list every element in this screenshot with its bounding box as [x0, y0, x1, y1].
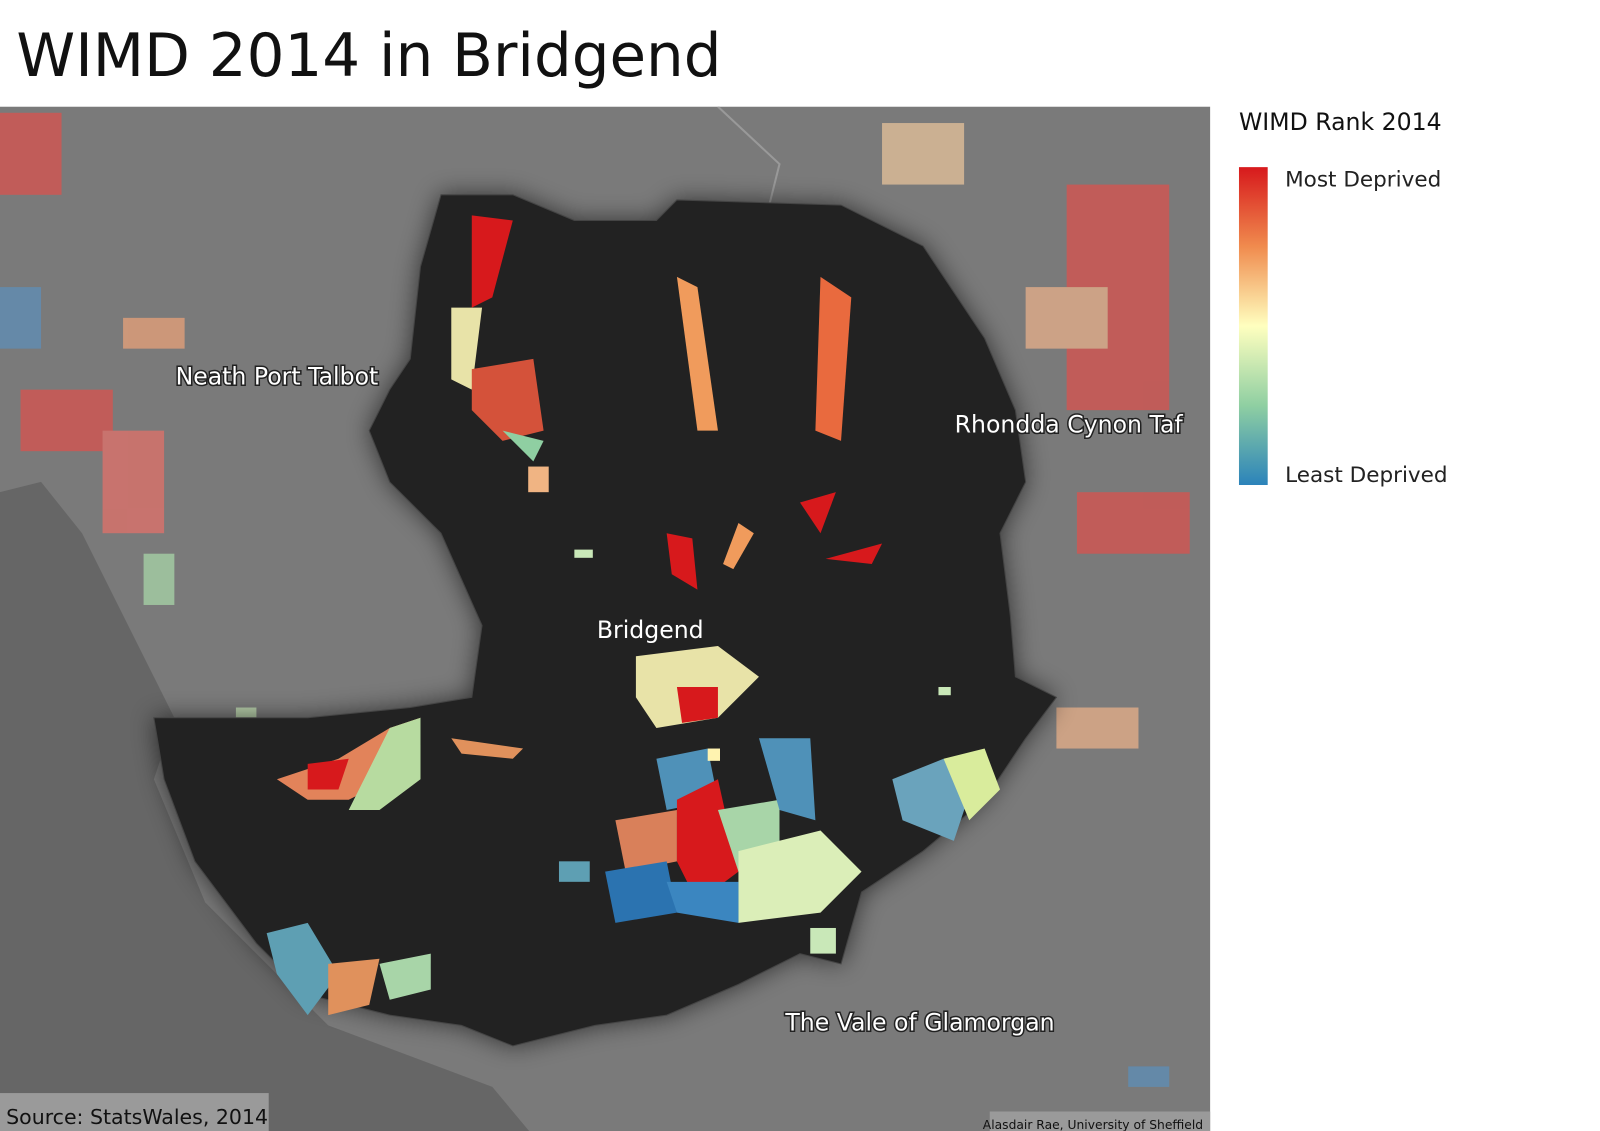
credit-box	[989, 1111, 1211, 1131]
legend-title: WIMD Rank 2014	[1239, 108, 1442, 136]
title: WIMD 2014 in Bridgend	[16, 22, 721, 91]
place-label: The Vale of Glamorgan	[784, 1009, 1054, 1037]
credit: Alasdair Rae, University of Sheffield	[983, 1118, 1203, 1131]
place-label: Rhondda Cynon Taf	[955, 411, 1184, 439]
source-box	[0, 1093, 269, 1131]
map: Neath Port Talbot Rhondda Cynon Taf Brid…	[0, 106, 1211, 1131]
sea	[0, 481, 530, 1131]
legend-label: Least Deprived	[1285, 463, 1447, 488]
district-settlements	[266, 215, 1000, 1016]
legend-label: Most Deprived	[1285, 168, 1441, 193]
place-label: Neath Port Talbot	[176, 363, 379, 391]
neighbour-settlements	[0, 112, 1190, 1087]
place-label: Bridgend	[597, 616, 704, 644]
source: Source: StatsWales, 2014	[6, 1105, 268, 1129]
legend-colorbar	[1238, 167, 1268, 486]
